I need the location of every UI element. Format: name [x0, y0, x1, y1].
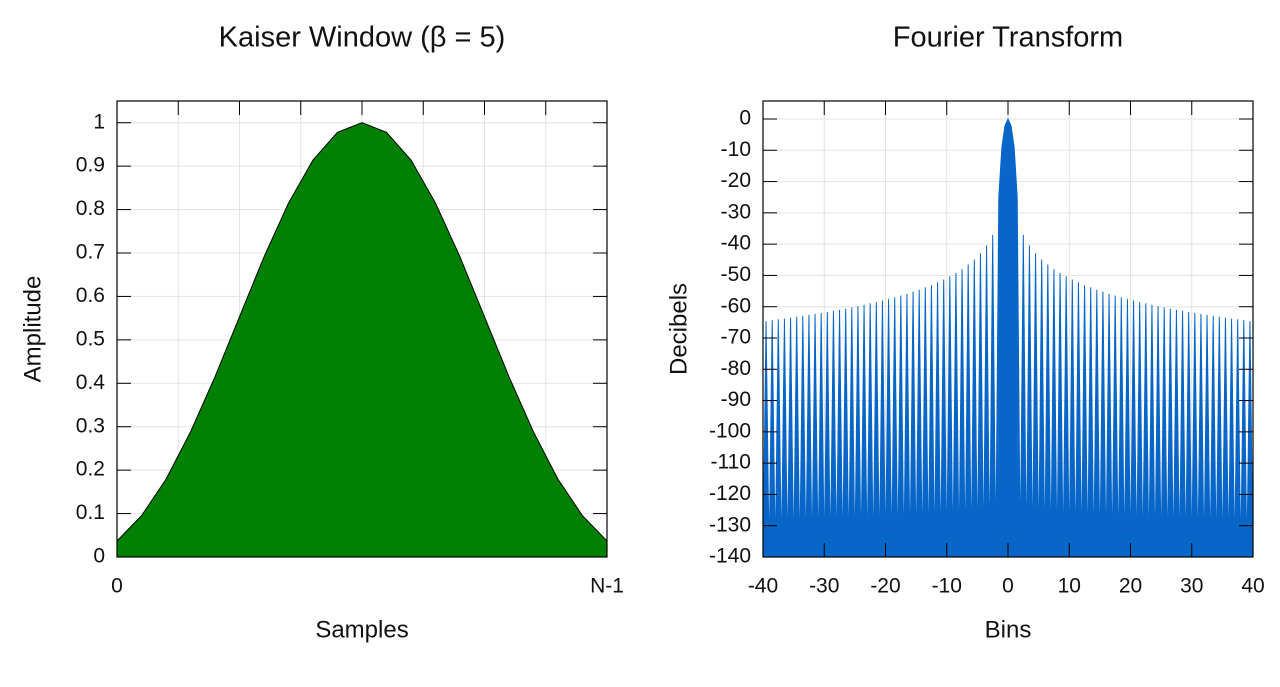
- plot-frame: [762, 100, 1254, 558]
- y-tick-label: -80: [721, 357, 751, 380]
- area-fill: [763, 118, 1253, 558]
- y-tick-label: -40: [721, 232, 751, 255]
- x-tick-label: 20: [1119, 575, 1142, 598]
- y-tick-label: -100: [709, 419, 751, 442]
- y-tick-label: -10: [721, 138, 751, 161]
- chart-title: Kaiser Window (β = 5): [219, 22, 506, 54]
- y-tick-label: 0.8: [76, 197, 105, 220]
- x-tick-label: -40: [748, 575, 778, 598]
- y-tick-label: -30: [721, 200, 751, 223]
- y-tick-label: 0: [93, 545, 105, 568]
- plot-frame: [116, 100, 608, 558]
- y-axis-label: Amplitude: [19, 276, 46, 383]
- y-tick-label: 1: [93, 110, 105, 133]
- x-tick-label: N-1: [590, 575, 624, 598]
- y-tick-label: -20: [721, 169, 751, 192]
- y-axis-label: Decibels: [665, 283, 692, 375]
- x-axis-label: Bins: [985, 616, 1032, 643]
- y-tick-label: -60: [721, 294, 751, 317]
- y-tick-label: -50: [721, 263, 751, 286]
- x-tick-label: 0: [1002, 575, 1014, 598]
- y-tick-label: 0.7: [76, 241, 105, 264]
- x-tick-label: 10: [1058, 575, 1081, 598]
- area-fill: [117, 122, 607, 558]
- x-tick-label: 0: [111, 575, 123, 598]
- y-tick-label: -90: [721, 388, 751, 411]
- y-tick-label: -70: [721, 326, 751, 349]
- x-tick-label: 30: [1180, 575, 1203, 598]
- y-tick-label: 0.4: [76, 371, 106, 394]
- x-tick-label: -20: [870, 575, 900, 598]
- y-tick-label: 0.1: [76, 501, 105, 524]
- y-tick-label: 0: [739, 107, 751, 130]
- x-axis-label: Samples: [315, 616, 408, 643]
- y-tick-label: -110: [711, 451, 751, 474]
- y-tick-label: 0.3: [76, 414, 105, 437]
- y-tick-label: 0.2: [76, 458, 105, 481]
- chart-title: Fourier Transform: [893, 22, 1123, 54]
- y-tick-label: -120: [709, 482, 751, 505]
- y-tick-label: -130: [709, 513, 751, 536]
- y-tick-label: 0.6: [76, 284, 105, 307]
- x-tick-label: -10: [932, 575, 962, 598]
- area-line: [762, 117, 1254, 558]
- y-tick-label: 0.9: [76, 154, 105, 177]
- x-tick-label: -30: [809, 575, 839, 598]
- area-line: [116, 122, 608, 542]
- y-tick-label: 0.5: [76, 327, 105, 350]
- y-tick-label: -140: [709, 545, 751, 568]
- x-tick-label: 40: [1241, 575, 1264, 598]
